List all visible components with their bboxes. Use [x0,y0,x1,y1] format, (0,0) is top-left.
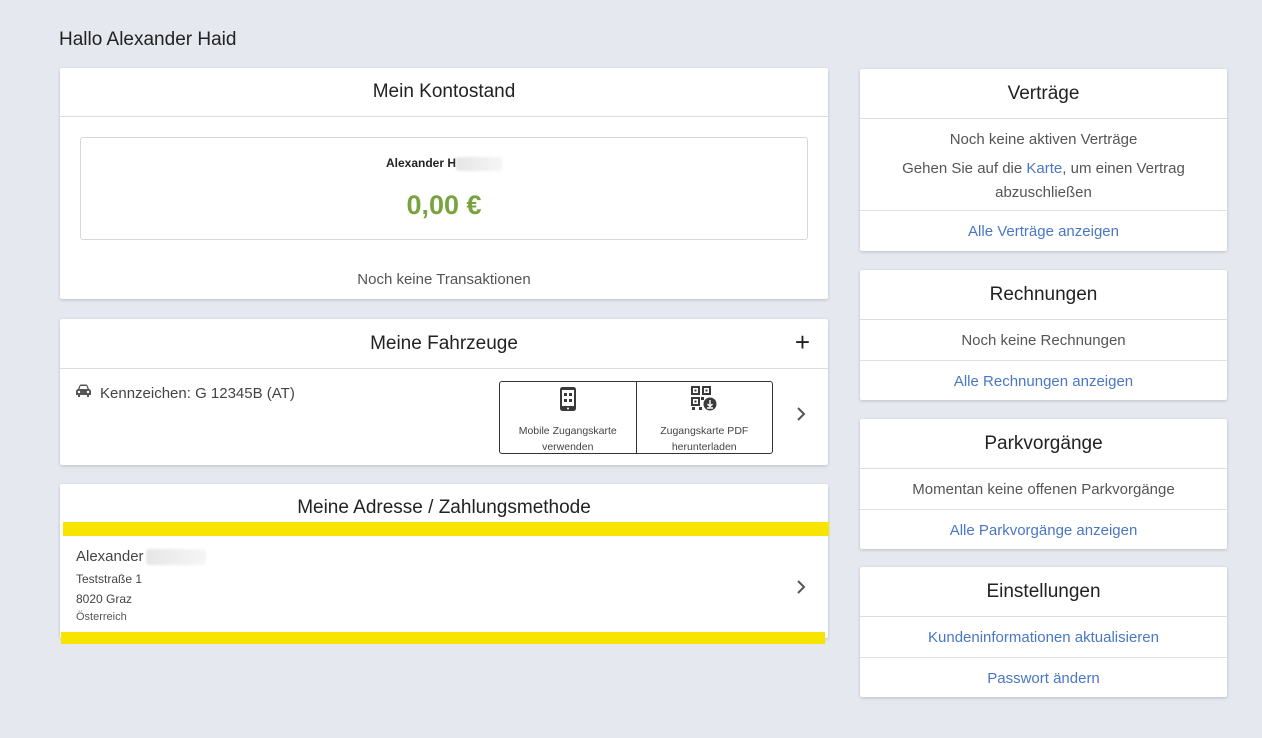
address-country: Österreich [76,611,127,623]
map-link[interactable]: Karte [1026,160,1063,177]
balance-card: Mein Kontostand Alexander H 0,00 € Noch … [60,68,828,299]
chevron-right-icon[interactable] [796,405,806,428]
all-parking-row[interactable]: Alle Parkvorgänge anzeigen [860,509,1227,550]
address-city: 8020 Graz [76,592,133,606]
license-plate-text: Kennzeichen: G 12345B (AT) [100,385,295,402]
address-title: Meine Adresse / Zahlungsmethode [297,497,591,518]
address-card: Meine Adresse / Zahlungsmethode Alexande… [60,484,829,644]
address-name: Alexander [76,548,144,565]
all-invoices-link[interactable]: Alle Rechnungen anzeigen [953,372,1134,390]
smartphone-icon [559,386,577,417]
update-info-row[interactable]: Kundeninformationen aktualisieren [860,617,1227,657]
settings-title: Einstellungen [860,567,1227,617]
invoices-card: Rechnungen Noch keine Rechnungen Alle Re… [860,270,1227,400]
parking-none: Momentan keine offenen Parkvorgänge [912,480,1175,498]
redacted-surname [456,156,503,171]
vehicles-title: Meine Fahrzeuge [370,332,518,354]
qr-download-icon [690,386,718,417]
all-invoices-row[interactable]: Alle Rechnungen anzeigen [860,360,1227,401]
highlight-bar-top [63,522,829,536]
contracts-hint-post: , um einen Vertrag [1062,160,1185,177]
pdf-card-label-2: herunterladen [671,441,737,453]
all-contracts-link[interactable]: Alle Verträge anzeigen [968,222,1119,240]
access-card-button-group: Mobile Zugangskarte verwenden [499,381,773,454]
invoices-title: Rechnungen [860,270,1227,320]
balance-box: Alexander H 0,00 € [80,137,808,240]
address-street: Teststraße 1 [76,572,143,586]
account-holder-name: Alexander H [385,156,457,170]
contracts-title: Verträge [860,69,1227,119]
pdf-access-card-button[interactable]: Zugangskarte PDF herunterladen [635,382,773,453]
vehicle-row[interactable]: Kennzeichen: G 12345B (AT) Mobile Zugang… [60,369,828,465]
redacted-surname [145,549,206,566]
mobile-card-label-1: Mobile Zugangskarte [518,425,617,437]
settings-card: Einstellungen Kundeninformationen aktual… [860,567,1227,697]
highlight-bar-bottom [61,632,825,644]
vehicles-card: Meine Fahrzeuge + Kennzeichen: G 12345B … [60,319,828,465]
vehicles-header: Meine Fahrzeuge + [60,319,828,369]
contracts-hint-pre: Gehen Sie auf die [902,160,1027,177]
address-row[interactable]: Alexander Teststraße 1 8020 Graz Österre… [60,538,828,626]
invoices-none: Noch keine Rechnungen [961,331,1126,349]
balance-amount: 0,00 € [406,190,482,220]
no-transactions-text: Noch keine Transaktionen [357,271,531,288]
parking-card: Parkvorgänge Momentan keine offenen Park… [860,419,1227,549]
all-parking-link[interactable]: Alle Parkvorgänge anzeigen [949,521,1138,539]
mobile-card-label-2: verwenden [542,441,594,453]
change-password-row[interactable]: Passwort ändern [860,657,1227,698]
change-password-link[interactable]: Passwort ändern [987,669,1100,687]
add-vehicle-button[interactable]: + [794,327,810,357]
contracts-none: Noch keine aktiven Verträge [949,131,1138,148]
contracts-hint-line2: abzuschließen [995,184,1092,201]
update-customer-info-link[interactable]: Kundeninformationen aktualisieren [928,628,1159,646]
greeting: Hallo Alexander Haid [59,29,237,50]
all-contracts-row[interactable]: Alle Verträge anzeigen [860,210,1227,251]
car-icon [75,384,92,403]
contracts-card: Verträge Noch keine aktiven Verträge Geh… [860,69,1227,251]
mobile-access-card-button[interactable]: Mobile Zugangskarte verwenden [500,382,636,453]
chevron-right-icon[interactable] [796,578,806,601]
pdf-card-label-1: Zugangskarte PDF [660,425,749,437]
balance-title: Mein Kontostand [60,68,828,117]
parking-title: Parkvorgänge [860,419,1227,469]
